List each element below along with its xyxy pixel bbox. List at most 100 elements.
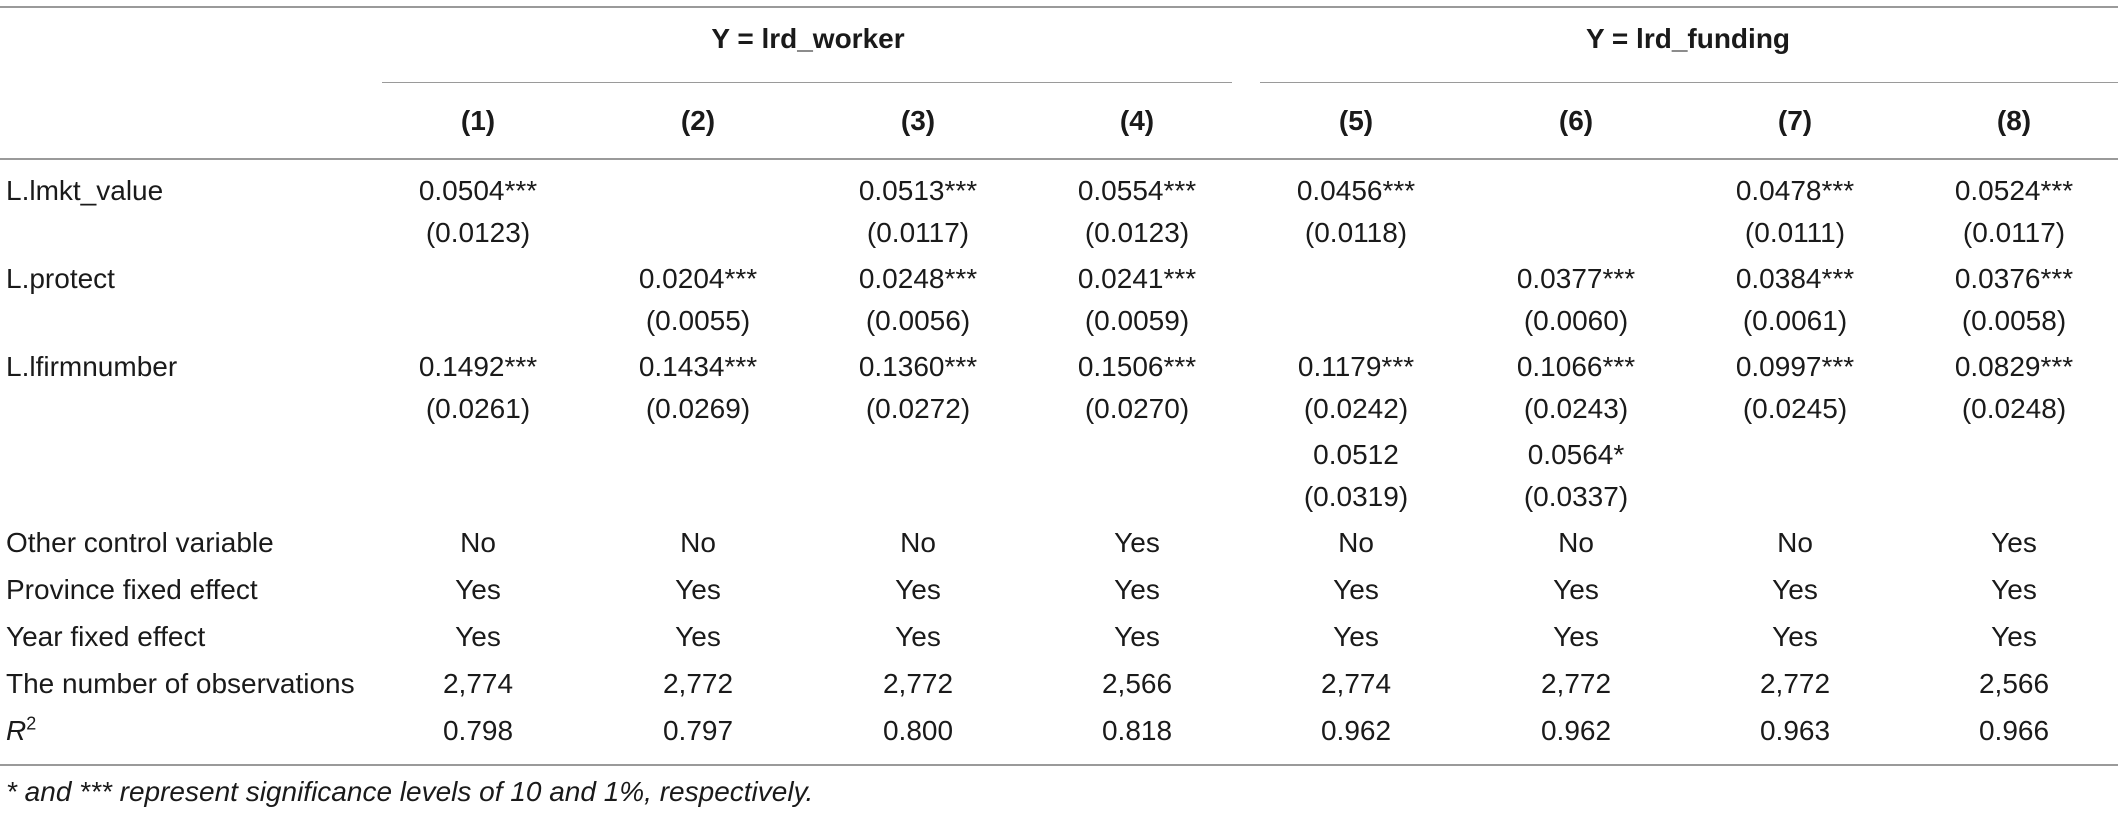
column-header: (5) (1338, 105, 1374, 136)
standard-error: (0.0123) (1084, 217, 1190, 248)
column-header: (2) (680, 105, 716, 136)
standard-error: (0.0117) (1962, 217, 2066, 248)
standard-error: (0.0060) (1523, 305, 1629, 336)
table-cell: 2,774 (1320, 668, 1392, 699)
coefficient-value: 0.1179*** (1297, 351, 1415, 382)
table-cell: 2,566 (1978, 668, 2050, 699)
table-cell: 0.800 (882, 715, 954, 746)
coefficient-value: 0.0504*** (418, 175, 538, 206)
table-cell: 0.818 (1101, 715, 1173, 746)
row-label: The number of observations (6, 668, 355, 699)
column-header: (8) (1996, 105, 2032, 136)
coefficient-value: 0.0204*** (638, 263, 758, 294)
row-label: Year fixed effect (6, 621, 206, 652)
row-label: L.protect (6, 263, 115, 294)
standard-error: (0.0055) (645, 305, 751, 336)
coefficient-value: 0.0829*** (1954, 351, 2074, 382)
top-rule (0, 6, 2118, 8)
standard-error: (0.0245) (1742, 393, 1848, 424)
standard-error: (0.0243) (1523, 393, 1629, 424)
row-label: L.lmkt_value (6, 175, 164, 206)
table-cell: Yes (1553, 574, 1599, 605)
group-header-worker: Y = lrd_worker (711, 23, 905, 54)
standard-error: (0.0337) (1523, 481, 1629, 512)
row-label-r-squared: R2 (6, 714, 36, 748)
standard-error: (0.0248) (1961, 393, 2067, 424)
table-cell: Yes (1991, 621, 2037, 652)
standard-error: (0.0061) (1742, 305, 1848, 336)
coefficient-value: 0.0478*** (1735, 175, 1855, 206)
coefficient-value: 0.1492*** (418, 351, 538, 382)
table-cell: Yes (675, 621, 721, 652)
coefficient-value: 0.1066*** (1516, 351, 1636, 382)
coefficient-value: 0.0524*** (1954, 175, 2074, 206)
column-header: (7) (1777, 105, 1813, 136)
coefficient-value: 0.1360*** (858, 351, 978, 382)
standard-error: (0.0056) (865, 305, 971, 336)
table-cell: Yes (1991, 574, 2037, 605)
r-superscript: 2 (26, 713, 37, 734)
table-cell: Yes (1114, 574, 1160, 605)
standard-error: (0.0242) (1303, 393, 1409, 424)
table-cell: Yes (675, 574, 721, 605)
column-header: (4) (1119, 105, 1155, 136)
table-cell: Yes (455, 574, 501, 605)
table-cell: No (1338, 527, 1374, 558)
group-rule-funding (1260, 82, 2118, 83)
table-cell: No (1558, 527, 1594, 558)
table-cell: 0.798 (442, 715, 514, 746)
table-cell: 2,772 (1759, 668, 1831, 699)
footnote: * and *** represent significance levels … (6, 776, 814, 807)
coefficient-value: 0.0512 (1313, 439, 1399, 470)
r-symbol: R (6, 715, 27, 746)
table-cell: 2,772 (1540, 668, 1612, 699)
coefficient-value: 0.0376*** (1954, 263, 2074, 294)
table-cell: 2,772 (882, 668, 954, 699)
group-rule-worker (382, 82, 1232, 83)
table-cell: 0.962 (1320, 715, 1392, 746)
table-cell: Yes (1772, 621, 1818, 652)
table-cell: Yes (895, 621, 941, 652)
coefficient-value: 0.0456*** (1296, 175, 1416, 206)
coefficient-value: 0.0513*** (858, 175, 978, 206)
column-header: (3) (900, 105, 936, 136)
standard-error: (0.0123) (425, 217, 531, 248)
table-cell: Yes (455, 621, 501, 652)
standard-error: (0.0117) (866, 217, 970, 248)
column-header: (6) (1558, 105, 1594, 136)
table-cell: Yes (895, 574, 941, 605)
table-cell: No (460, 527, 496, 558)
column-header: (1) (460, 105, 496, 136)
coefficient-value: 0.0564* (1527, 439, 1625, 470)
coefficient-value: 0.0384*** (1735, 263, 1855, 294)
standard-error: (0.0319) (1303, 481, 1409, 512)
coefficient-value: 0.0248*** (858, 263, 978, 294)
table-cell: Yes (1772, 574, 1818, 605)
row-label: L.lfirmnumber (6, 351, 178, 382)
standard-error: (0.0269) (645, 393, 751, 424)
table-cell: No (900, 527, 936, 558)
row-label: Other control variable (6, 527, 274, 558)
table-cell: 2,774 (442, 668, 514, 699)
row-label: Province fixed effect (6, 574, 258, 605)
table-cell: 0.963 (1759, 715, 1831, 746)
group-header-funding: Y = lrd_funding (1585, 23, 1791, 54)
table-cell: No (680, 527, 716, 558)
table-cell: Yes (1333, 574, 1379, 605)
table-cell: 2,566 (1101, 668, 1173, 699)
coefficient-value: 0.0377*** (1516, 263, 1636, 294)
table-cell: 0.797 (662, 715, 734, 746)
table-cell: Yes (1991, 527, 2037, 558)
table-cell: Yes (1114, 527, 1160, 558)
standard-error: (0.0058) (1961, 305, 2067, 336)
table-cell: 2,772 (662, 668, 734, 699)
table-cell: Yes (1333, 621, 1379, 652)
standard-error: (0.0111) (1744, 217, 1846, 248)
bottom-rule (0, 764, 2118, 766)
standard-error: (0.0272) (865, 393, 971, 424)
standard-error: (0.0261) (425, 393, 531, 424)
table-cell: 0.962 (1540, 715, 1612, 746)
table-cell: 0.966 (1978, 715, 2050, 746)
coefficient-value: 0.1434*** (638, 351, 758, 382)
